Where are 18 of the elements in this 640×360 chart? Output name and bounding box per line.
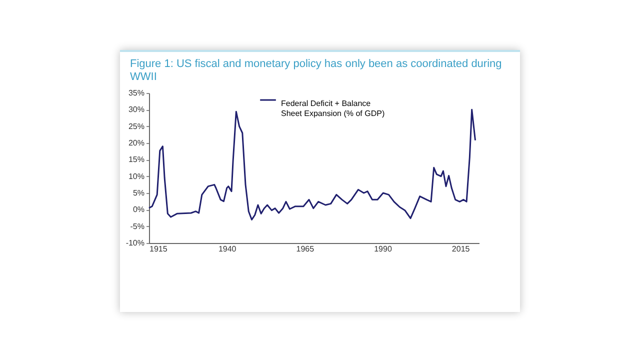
y-tick-label: -10%	[126, 238, 144, 248]
y-tick-label: 35%	[128, 88, 144, 98]
chart-title: Figure 1: US fiscal and monetary policy has only been as coordinated during WWII	[130, 58, 503, 84]
y-tick-label: 25%	[128, 122, 144, 131]
legend-label: Federal Deficit + Balance Sheet Expansion (% of GDP)	[281, 99, 385, 118]
x-tick-label: 1990	[374, 244, 392, 254]
y-tick-label: 20%	[128, 138, 144, 148]
y-tick-label: 0%	[132, 205, 144, 214]
y-tick-label: -5%	[130, 222, 144, 231]
y-tick-label: 30%	[128, 105, 144, 114]
y-tick-label: 15%	[128, 155, 144, 164]
x-tick-label: 2015	[452, 244, 470, 254]
x-tick-label: 1915	[150, 244, 168, 254]
x-tick-label: 1940	[218, 244, 237, 254]
y-tick-label: 5%	[132, 188, 144, 198]
line-series	[148, 108, 476, 220]
x-tick-label: 1965	[296, 244, 315, 254]
y-tick-label: 10%	[128, 172, 144, 181]
